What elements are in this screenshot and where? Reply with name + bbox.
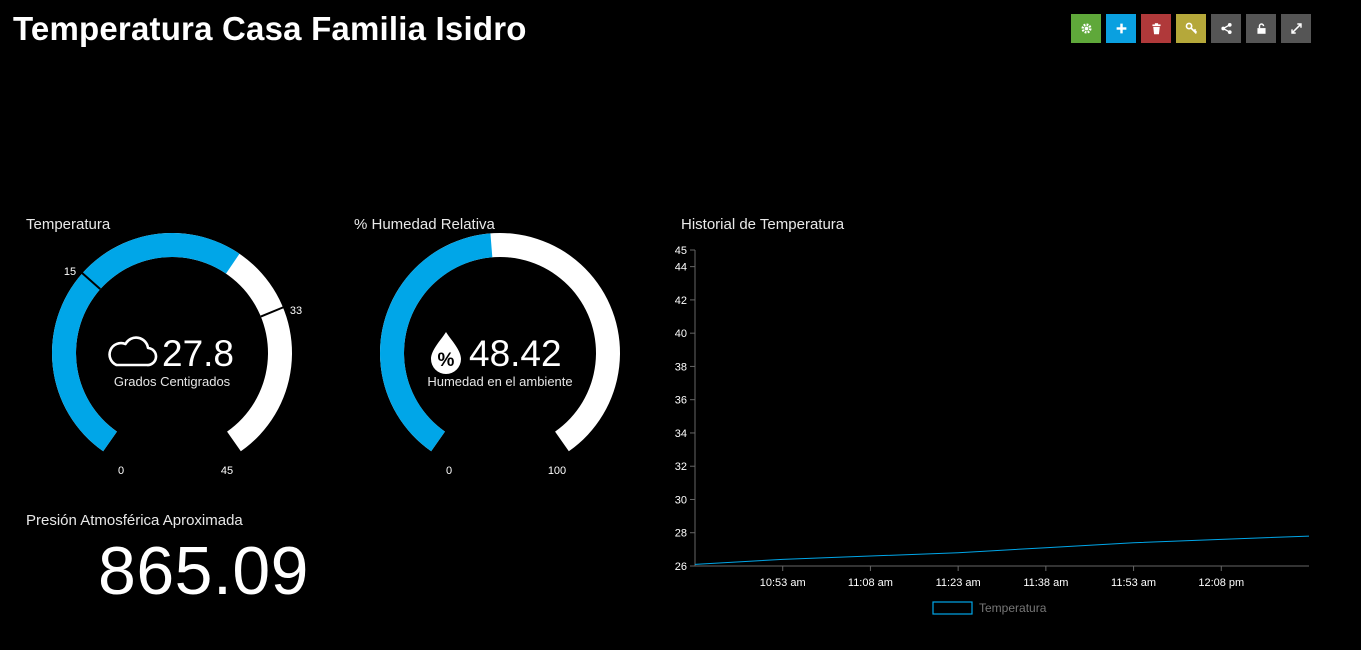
x-tick-label: 11:23 am <box>936 577 981 589</box>
threshold-low-marker <box>77 268 101 290</box>
temperature-value: 27.8 <box>162 333 234 374</box>
unlock-button[interactable] <box>1246 14 1276 43</box>
humidity-value: 48.42 <box>469 333 562 374</box>
humidity-gauge-fill <box>379 233 493 452</box>
add-button[interactable] <box>1106 14 1136 43</box>
x-tick-label: 11:08 am <box>848 577 893 589</box>
x-tick-label: 11:38 am <box>1023 577 1068 589</box>
y-tick-label: 42 <box>675 295 687 307</box>
y-tick-label: 28 <box>675 528 687 540</box>
toolbar <box>1071 14 1311 43</box>
legend-label: Temperatura <box>979 601 1047 615</box>
expand-icon <box>1290 23 1302 34</box>
cloud-icon <box>108 336 158 367</box>
temperature-gauge: 27.8 Grados Centigrados 0 45 15 33 <box>0 230 330 490</box>
y-tick-label: 36 <box>675 395 687 407</box>
y-tick-label: 45 <box>675 245 687 257</box>
series-line-temperatura <box>694 535 1310 565</box>
y-tick-label: 40 <box>675 328 687 340</box>
y-tick-label: 38 <box>675 361 687 373</box>
share-icon <box>1220 22 1232 35</box>
y-tick-label: 32 <box>675 461 687 473</box>
pressure-value: 865.09 <box>98 533 309 609</box>
y-tick-label: 44 <box>675 262 687 274</box>
history-title: Historial de Temperatura <box>681 216 845 233</box>
humidity-min-label: 0 <box>446 465 452 477</box>
y-tick-label: 26 <box>675 561 687 573</box>
y-tick-label: 30 <box>675 494 687 506</box>
unlock-icon <box>1256 23 1266 34</box>
humidity-max-label: 100 <box>548 465 566 477</box>
x-tick-label: 12:08 pm <box>1198 577 1244 589</box>
humidity-gauge: % 48.42 Humedad en el ambiente 0 100 <box>330 230 660 490</box>
trash-icon <box>1151 23 1161 35</box>
history-chart: 45 44 42 40 38 36 34 32 30 28 26 10:53 am 11:08 am 11… <box>660 240 1350 635</box>
share-button[interactable] <box>1211 14 1241 43</box>
humidity-unit: Humedad en el ambiente <box>427 374 572 389</box>
key-icon <box>1185 22 1197 34</box>
page-title: Temperatura Casa Familia Isidro <box>13 10 527 47</box>
legend-swatch <box>932 601 973 615</box>
settings-button[interactable] <box>1071 14 1101 43</box>
fullscreen-button[interactable] <box>1281 14 1311 43</box>
delete-button[interactable] <box>1141 14 1171 43</box>
temperature-min-label: 0 <box>118 465 124 477</box>
pressure-title: Presión Atmosférica Aproximada <box>26 512 243 529</box>
y-tick-label: 34 <box>675 428 687 440</box>
temperature-title: Temperatura <box>26 216 111 233</box>
svg-text:%: % <box>438 350 455 371</box>
temperature-threshold-high-label: 33 <box>290 305 302 317</box>
x-tick-label: 11:53 am <box>1111 577 1156 589</box>
gear-icon <box>1080 23 1092 34</box>
temperature-max-label: 45 <box>221 465 233 477</box>
temperature-threshold-low-label: 15 <box>64 266 76 278</box>
humidity-drop-icon: % <box>431 332 461 374</box>
threshold-high-marker <box>260 304 289 318</box>
x-tick-label: 10:53 am <box>760 577 806 589</box>
key-button[interactable] <box>1176 14 1206 43</box>
temperature-unit: Grados Centigrados <box>114 374 231 389</box>
humidity-title: % Humedad Relativa <box>354 216 495 233</box>
plus-icon <box>1116 23 1126 34</box>
